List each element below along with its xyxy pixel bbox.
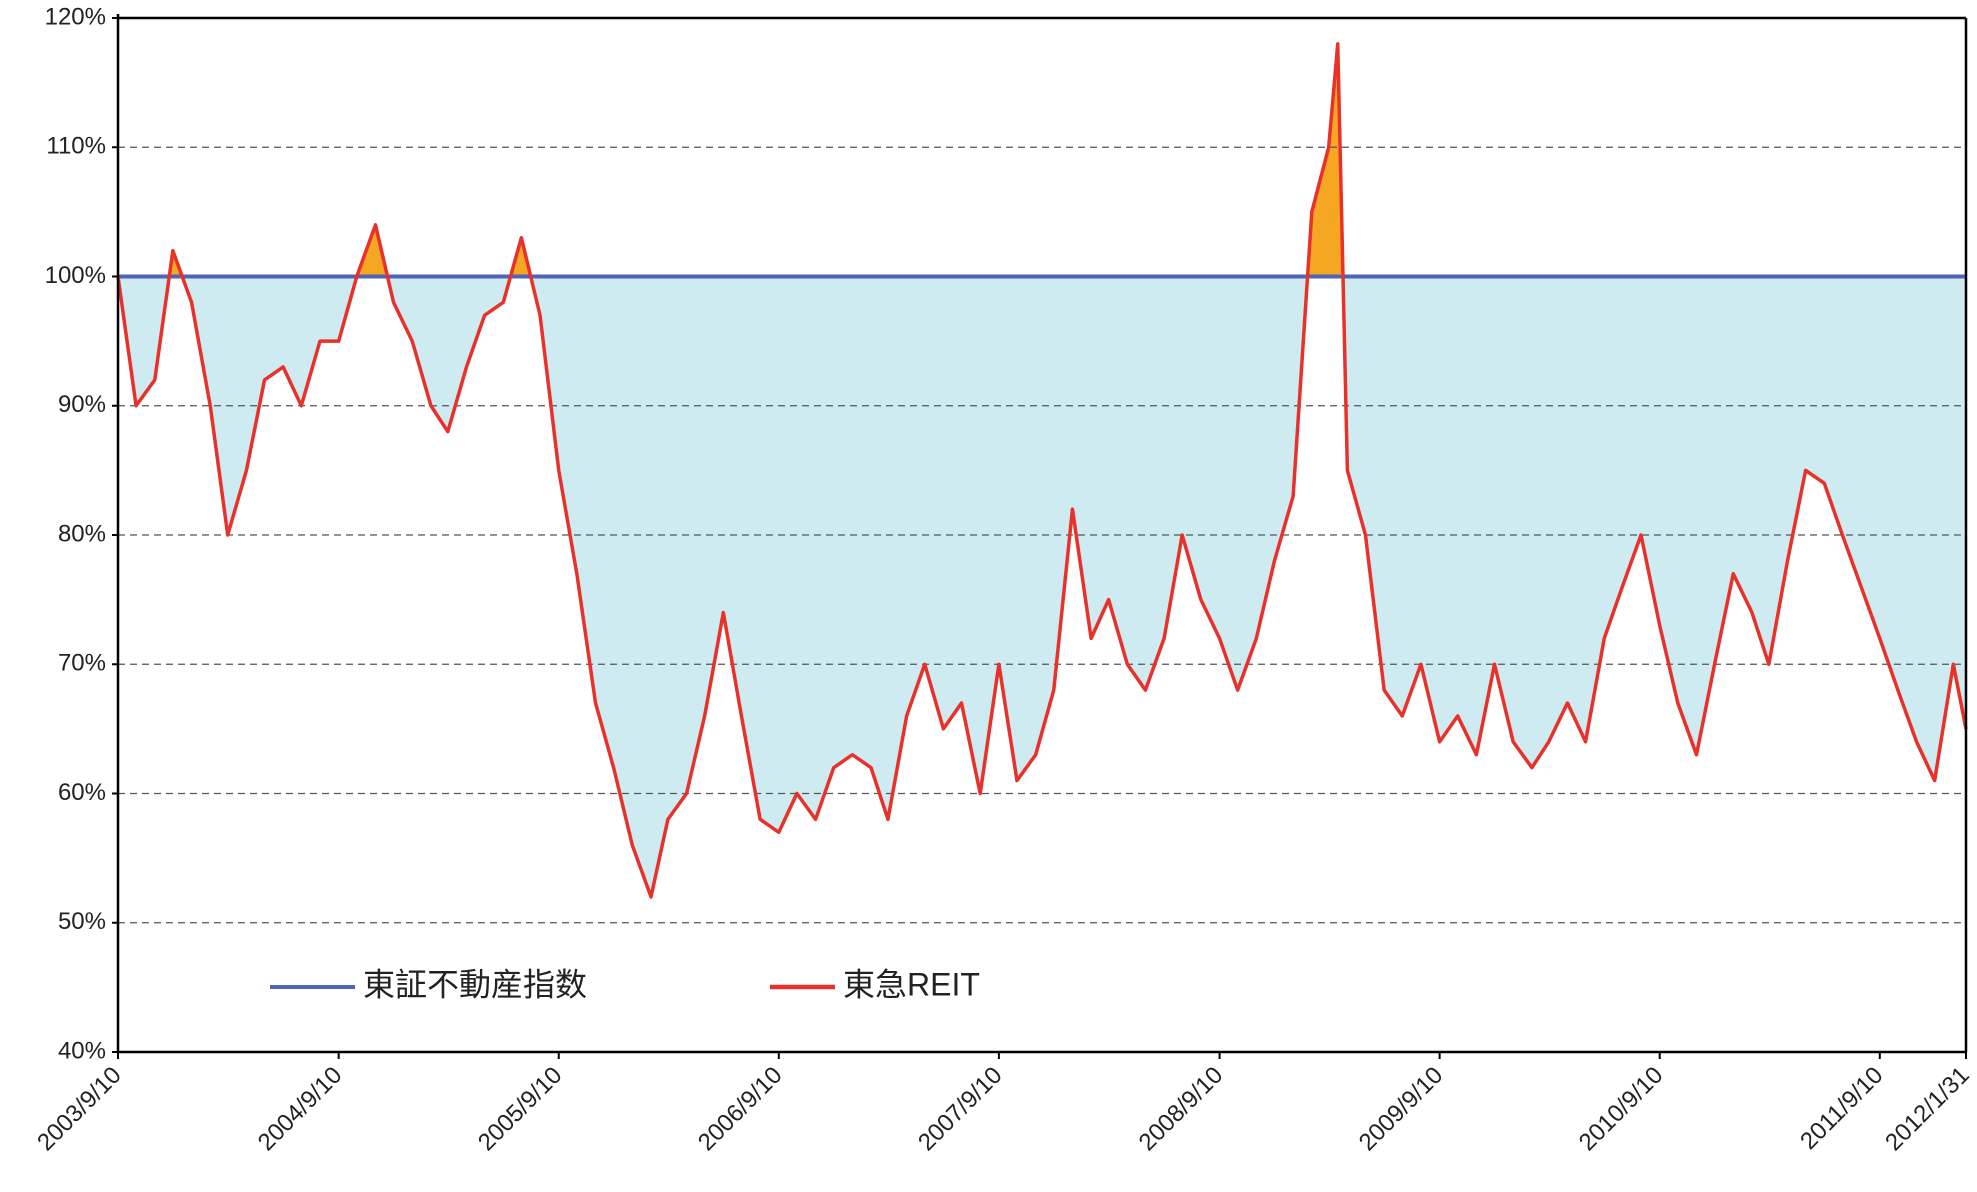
legend-label: 東証不動産指数: [363, 966, 587, 1002]
gap-area-below: [118, 276, 1966, 897]
x-tick-label: 2006/9/10: [693, 1062, 788, 1157]
x-tick-label: 2005/9/10: [473, 1062, 568, 1157]
x-tick-label: 2004/9/10: [253, 1062, 348, 1157]
y-tick-label: 70%: [58, 650, 106, 677]
y-tick-label: 90%: [58, 391, 106, 418]
x-tick-label: 2009/9/10: [1354, 1062, 1449, 1157]
series-line: [116, 42, 1968, 899]
x-tick-label: 2010/9/10: [1574, 1062, 1669, 1157]
y-tick-label: 40%: [58, 1037, 106, 1064]
y-tick-label: 120%: [45, 3, 106, 30]
x-tick-label: 2003/9/10: [32, 1062, 127, 1157]
x-tick-label: 2011/9/10: [1795, 1062, 1888, 1155]
y-tick-label: 60%: [58, 779, 106, 806]
x-tick-label: 2007/9/10: [913, 1062, 1008, 1157]
y-tick-label: 50%: [58, 908, 106, 935]
x-tick-label: 2012/1/31: [1880, 1062, 1975, 1157]
y-tick-label: 100%: [45, 262, 106, 289]
legend-label: 東急REIT: [843, 966, 980, 1002]
y-tick-label: 80%: [58, 520, 106, 547]
x-tick-label: 2008/9/10: [1134, 1062, 1229, 1157]
y-tick-label: 110%: [46, 133, 106, 160]
